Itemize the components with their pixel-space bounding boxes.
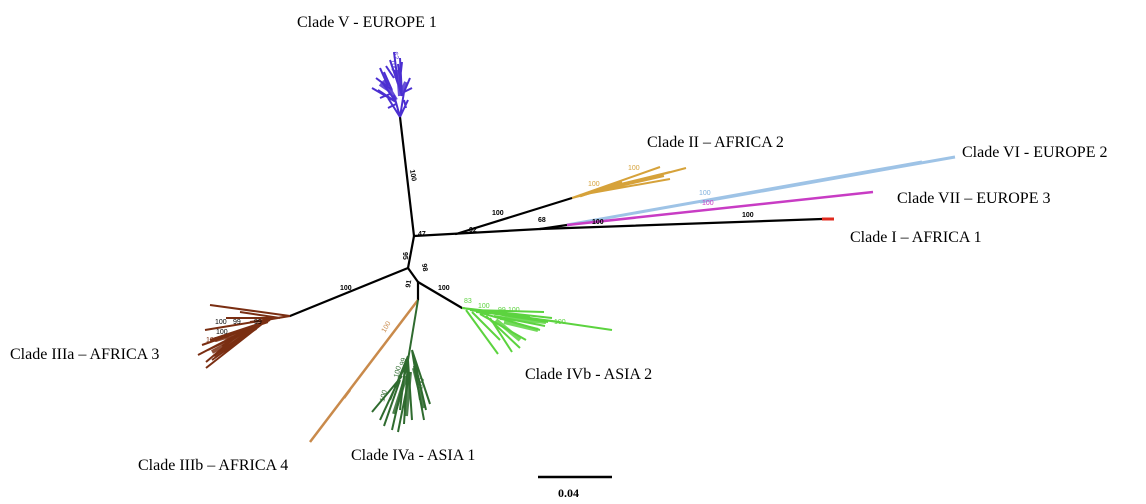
branch-to-clade-i	[538, 217, 824, 231]
label-clade-iva: Clade IVa - ASIA 1	[351, 447, 475, 464]
clade-iva-subtree: 100 100 99 100	[371, 299, 431, 433]
bootstrap-clade-iiia-5: 100	[206, 337, 218, 344]
bootstrap-clade-v-b: 100	[388, 59, 397, 72]
branch-center-lower	[406, 266, 420, 284]
clade-iiib-tip	[343, 389, 351, 399]
label-clade-vi: Clade VI - EUROPE 2	[962, 144, 1107, 161]
bootstrap-clade-ivb-5: 100	[554, 319, 566, 326]
bootstrap-clade-iva-3: 99	[399, 357, 408, 366]
bootstrap-clade-iiia-6: 99	[224, 335, 232, 342]
clade-ii-dense	[579, 181, 619, 198]
clade-labels: Clade V - EUROPE 1 Clade II – AFRICA 2 C…	[10, 14, 1107, 474]
bootstrap-node-98: 98	[420, 263, 428, 272]
bootstrap-clade-ii-b: 100	[628, 165, 640, 172]
bootstrap-node-47: 47	[418, 231, 426, 238]
bootstrap-clade-iiia-4: 99	[254, 319, 262, 326]
clade-v-subtree: 62 100	[371, 51, 413, 118]
bootstrap-clade-iva-4: 100	[417, 378, 426, 391]
bootstrap-trunk-ii: 100	[492, 210, 504, 217]
label-clade-ii: Clade II – AFRICA 2	[647, 134, 784, 151]
scale-bar: 0.04	[538, 475, 612, 500]
bootstrap-trunk-i-mid: 100	[592, 219, 604, 226]
clade-vii-branch	[566, 190, 874, 227]
clade-ii-subtree: 100 100	[571, 165, 687, 199]
label-clade-iiia: Clade IIIa – AFRICA 3	[10, 346, 159, 363]
bootstrap-clade-vii: 100	[702, 200, 714, 207]
bootstrap-clade-iiia-1: 100	[215, 319, 227, 326]
bootstrap-node-68: 68	[538, 217, 546, 224]
bootstrap-node-95: 95	[401, 252, 408, 260]
bootstrap-trunk-v: 100	[408, 169, 417, 182]
bootstrap-node-92: 92	[469, 227, 477, 234]
bootstrap-clade-ivb-1: 83	[464, 298, 472, 305]
clade-iiib-branch	[309, 299, 419, 443]
clade-ivb-subtree: 83 100 99 100 100	[461, 298, 613, 355]
label-clade-vii: Clade VII – EUROPE 3	[897, 190, 1050, 207]
bootstrap-clade-ivb-4: 100	[508, 307, 520, 314]
tree-trunk	[288, 115, 824, 318]
bootstrap-trunk-ivb: 100	[438, 285, 450, 292]
bootstrap-clade-ii-a: 100	[588, 181, 600, 188]
scale-bar-label: 0.04	[558, 486, 579, 500]
bootstrap-clade-ivb-3: 99	[498, 307, 506, 314]
bootstrap-trunk-iv: 91	[405, 279, 413, 288]
clade-vii-subtree: 100	[566, 190, 874, 227]
clade-vi-subtree: 100	[566, 155, 956, 227]
bootstrap-clade-iiia-3: 100	[216, 329, 228, 336]
label-clade-v: Clade V - EUROPE 1	[297, 14, 437, 31]
branch-to-clade-v	[398, 115, 416, 238]
clade-v-dense	[378, 69, 408, 102]
bootstrap-clade-v-a: 62	[391, 51, 399, 60]
bootstrap-clade-vi: 100	[699, 190, 711, 197]
branch-to-africa-europe	[412, 227, 542, 238]
clade-ivb-dense	[494, 316, 547, 342]
clade-vi-branch-tip	[699, 155, 956, 204]
bootstrap-clade-iiia-2: 99	[233, 319, 241, 326]
branch-to-clade-ii	[454, 196, 574, 236]
bootstrap-clade-iva-1: 100	[379, 389, 389, 402]
clade-iiia-dense	[211, 326, 257, 354]
clade-iiia-subtree: 100 99 100 99 100 99	[197, 304, 291, 369]
bootstrap-clade-iva-2: 100	[393, 365, 403, 378]
trunk-bootstrap-values: 100 47 95 98 100 100 92 68 100 100 91 10…	[340, 169, 754, 292]
clade-iiib-subtree: 100	[309, 299, 419, 443]
branch-to-clade-iiia	[288, 266, 410, 318]
bootstrap-clade-iiib: 100	[381, 320, 393, 334]
label-clade-i: Clade I – AFRICA 1	[850, 229, 982, 246]
clade-iva-dense	[392, 367, 426, 417]
branch-center-upper	[406, 234, 416, 270]
bootstrap-trunk-iiia: 100	[340, 285, 352, 292]
branch-to-clade-ivb	[416, 280, 464, 310]
bootstrap-clade-ivb-2: 100	[478, 303, 490, 310]
label-clade-ivb: Clade IVb - ASIA 2	[525, 366, 652, 383]
label-clade-iiib: Clade IIIb – AFRICA 4	[138, 457, 288, 474]
bootstrap-trunk-i-end: 100	[742, 212, 754, 219]
